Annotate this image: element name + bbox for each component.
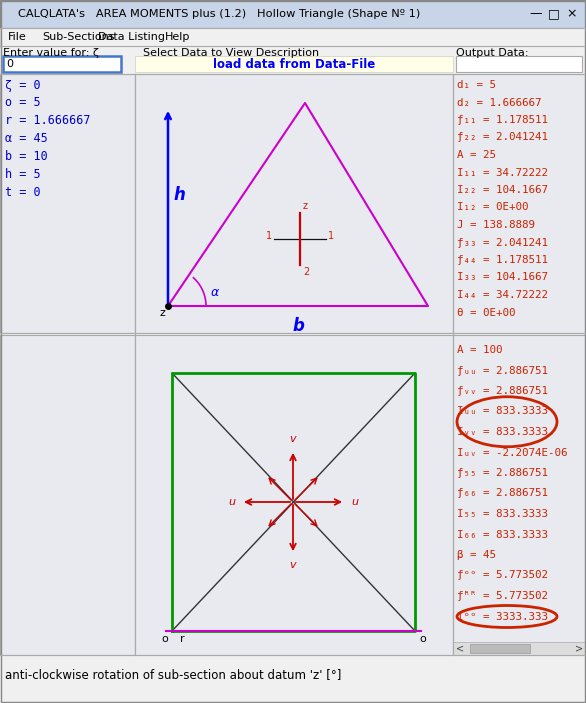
Text: <: < <box>456 643 464 654</box>
Text: b: b <box>292 317 304 335</box>
Text: h = 5: h = 5 <box>5 169 40 181</box>
Text: I₂₂ = 104.1667: I₂₂ = 104.1667 <box>457 185 548 195</box>
Text: β = 45: β = 45 <box>457 550 496 560</box>
Text: t = 0: t = 0 <box>5 186 40 200</box>
Text: ƒᵤᵤ = 2.886751: ƒᵤᵤ = 2.886751 <box>457 366 548 375</box>
Text: b = 10: b = 10 <box>5 150 47 164</box>
FancyBboxPatch shape <box>453 335 586 655</box>
Text: 1: 1 <box>328 231 334 241</box>
Text: 0: 0 <box>6 59 13 69</box>
Text: I₁₂ = 0E+00: I₁₂ = 0E+00 <box>457 202 529 212</box>
Text: ƒ₃₃ = 2.041241: ƒ₃₃ = 2.041241 <box>457 238 548 247</box>
Text: ⚙: ⚙ <box>214 420 376 596</box>
Text: ƒ₁₁ = 1.178511: ƒ₁₁ = 1.178511 <box>457 115 548 125</box>
Text: z: z <box>159 308 165 318</box>
FancyBboxPatch shape <box>135 335 453 655</box>
Text: I₃₃ = 104.1667: I₃₃ = 104.1667 <box>457 273 548 283</box>
Text: 2: 2 <box>303 267 309 277</box>
Text: Iᵤᵤ = 833.3333: Iᵤᵤ = 833.3333 <box>457 406 548 416</box>
FancyBboxPatch shape <box>0 74 135 333</box>
Text: ƒ₅₅ = 2.886751: ƒ₅₅ = 2.886751 <box>457 468 548 478</box>
Text: Select Data to View Description: Select Data to View Description <box>143 48 319 58</box>
Text: Iᵥᵥ = 833.3333: Iᵥᵥ = 833.3333 <box>457 427 548 437</box>
Text: u: u <box>228 497 235 507</box>
Text: anti-clockwise rotation of sub-section about datum 'z' [°]: anti-clockwise rotation of sub-section a… <box>5 669 342 681</box>
FancyBboxPatch shape <box>135 74 453 333</box>
Text: r: r <box>180 634 185 644</box>
FancyBboxPatch shape <box>3 56 121 72</box>
FancyBboxPatch shape <box>456 56 582 72</box>
Text: α: α <box>211 285 219 299</box>
Text: File: File <box>8 32 27 42</box>
FancyBboxPatch shape <box>0 28 586 46</box>
Text: >: > <box>575 643 583 654</box>
FancyBboxPatch shape <box>135 56 453 72</box>
Text: α = 45: α = 45 <box>5 132 47 146</box>
Text: □: □ <box>548 8 560 20</box>
Text: ƒ₄₄ = 1.178511: ƒ₄₄ = 1.178511 <box>457 255 548 265</box>
Text: ƒ₂₂ = 2.041241: ƒ₂₂ = 2.041241 <box>457 132 548 143</box>
Text: ƒᵒᵒ = 5.773502: ƒᵒᵒ = 5.773502 <box>457 571 548 581</box>
Text: I₄₄ = 34.72222: I₄₄ = 34.72222 <box>457 290 548 300</box>
Text: CALQLATA's   AREA MOMENTS plus (1.2)   Hollow Triangle (Shape Nº 1): CALQLATA's AREA MOMENTS plus (1.2) Hollo… <box>18 9 420 19</box>
Text: ×: × <box>567 8 577 20</box>
Text: ƒᵥᵥ = 2.886751: ƒᵥᵥ = 2.886751 <box>457 386 548 396</box>
Text: 1: 1 <box>266 231 272 241</box>
Text: J = 138.8889: J = 138.8889 <box>457 220 535 230</box>
Text: Help: Help <box>165 32 190 42</box>
Text: A = 25: A = 25 <box>457 150 496 160</box>
Text: h: h <box>173 186 185 203</box>
Text: d₂ = 1.666667: d₂ = 1.666667 <box>457 98 541 108</box>
FancyBboxPatch shape <box>0 335 135 655</box>
Text: o: o <box>419 634 426 644</box>
Text: Enter value for: ζ: Enter value for: ζ <box>3 48 99 58</box>
Text: ⚙: ⚙ <box>214 115 376 291</box>
Text: v: v <box>289 434 297 444</box>
FancyBboxPatch shape <box>470 644 530 653</box>
Text: d₁ = 5: d₁ = 5 <box>457 80 496 90</box>
Text: Sub-Sections: Sub-Sections <box>42 32 114 42</box>
Text: Iᵒᵒ = 3333.333: Iᵒᵒ = 3333.333 <box>457 612 548 621</box>
Text: ƒ₆₆ = 2.886751: ƒ₆₆ = 2.886751 <box>457 489 548 498</box>
FancyBboxPatch shape <box>0 0 586 28</box>
Text: θ = 0E+00: θ = 0E+00 <box>457 307 516 318</box>
Text: Data Listing: Data Listing <box>98 32 165 42</box>
Text: ƒᴿᴿ = 5.773502: ƒᴿᴿ = 5.773502 <box>457 591 548 601</box>
Text: o: o <box>161 634 168 644</box>
Text: v: v <box>289 560 297 570</box>
Text: I₆₆ = 833.3333: I₆₆ = 833.3333 <box>457 529 548 539</box>
FancyBboxPatch shape <box>453 74 586 333</box>
Text: z: z <box>303 201 308 211</box>
Text: u: u <box>351 497 358 507</box>
Text: I₁₁ = 34.72222: I₁₁ = 34.72222 <box>457 167 548 177</box>
Text: r = 1.666667: r = 1.666667 <box>5 115 90 127</box>
Text: A = 100: A = 100 <box>457 345 503 355</box>
Text: I₅₅ = 833.3333: I₅₅ = 833.3333 <box>457 509 548 519</box>
Text: o = 5: o = 5 <box>5 96 40 110</box>
Text: Iᵤᵥ = -2.2074E-06: Iᵤᵥ = -2.2074E-06 <box>457 448 567 458</box>
Text: load data from Data-File: load data from Data-File <box>213 58 375 70</box>
Text: ζ = 0: ζ = 0 <box>5 79 40 91</box>
Text: —: — <box>530 8 542 20</box>
Text: Output Data:: Output Data: <box>456 48 529 58</box>
FancyBboxPatch shape <box>453 642 586 655</box>
